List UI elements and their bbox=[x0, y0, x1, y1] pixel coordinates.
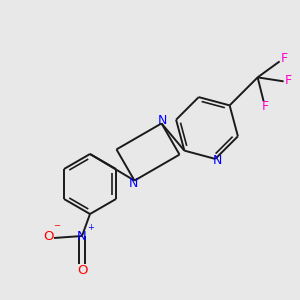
Text: N: N bbox=[213, 154, 222, 167]
Text: +: + bbox=[88, 223, 94, 232]
Text: N: N bbox=[77, 230, 87, 242]
Text: O: O bbox=[43, 230, 53, 242]
Text: F: F bbox=[281, 52, 288, 65]
Text: N: N bbox=[158, 114, 167, 127]
Text: O: O bbox=[77, 263, 87, 277]
Text: N: N bbox=[129, 177, 138, 190]
Text: F: F bbox=[262, 100, 269, 113]
Text: −: − bbox=[53, 221, 61, 230]
Text: F: F bbox=[285, 74, 292, 87]
